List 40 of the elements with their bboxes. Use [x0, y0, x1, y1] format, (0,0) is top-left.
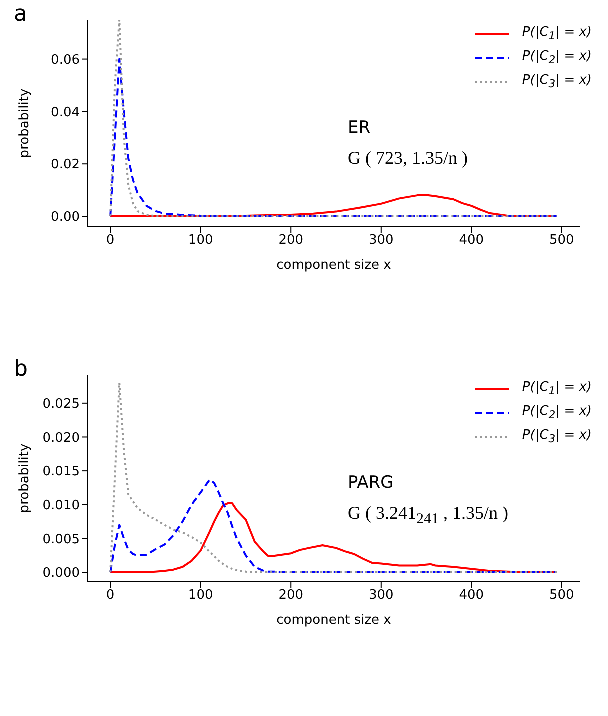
y-tick-label: 0.000 — [42, 566, 80, 582]
legend-label: P(|C$_{1}$| = x) — [522, 25, 592, 43]
legend-label: P(|C$_{3}$| = x) — [522, 428, 592, 446]
chart-title: b — [14, 357, 28, 382]
x-axis-title: component size x — [276, 258, 392, 273]
y-tick-label: 0.025 — [42, 397, 80, 412]
y-axis-title: probability — [18, 88, 33, 158]
annotation: G ( 723, 1.35/n ) — [348, 148, 468, 169]
x-tick-label: 100 — [188, 588, 214, 604]
x-tick-label: 500 — [550, 588, 574, 604]
y-tick-label: 0.06 — [51, 52, 80, 68]
x-tick-label: 300 — [368, 233, 394, 248]
y-tick-label: 0.005 — [42, 532, 80, 548]
legend-label: P(|C$_{3}$| = x) — [522, 73, 592, 91]
y-tick-label: 0.04 — [51, 105, 80, 120]
x-tick-label: 200 — [278, 588, 304, 604]
chart-title: a — [14, 2, 28, 27]
x-tick-label: 500 — [550, 233, 574, 248]
x-tick-label: 100 — [188, 233, 214, 248]
x-tick-label: 400 — [459, 233, 484, 248]
x-axis-title: component size x — [276, 613, 392, 628]
annotation: G ( 3.241$_{241}$ , 1.35/n ) — [348, 503, 508, 529]
legend-label: P(|C$_{2}$| = x) — [522, 49, 592, 67]
y-tick-label: 0.02 — [51, 158, 80, 173]
annotation: ER — [348, 118, 371, 138]
legend-label: P(|C$_{1}$| = x) — [522, 380, 592, 398]
y-tick-label: 0.010 — [42, 498, 80, 514]
x-tick-label: 0 — [106, 233, 115, 248]
line-series — [110, 20, 558, 218]
x-tick-label: 300 — [368, 588, 394, 604]
x-tick-label: 200 — [278, 233, 304, 248]
y-tick-label: 0.020 — [42, 430, 80, 446]
legend-label: P(|C$_{2}$| = x) — [522, 404, 592, 422]
y-tick-label: 0.015 — [42, 464, 80, 480]
y-tick-label: 0.00 — [51, 210, 80, 226]
annotation: PARG — [348, 473, 394, 493]
y-axis-title: probability — [18, 444, 33, 514]
line-series — [110, 382, 558, 574]
x-tick-label: 400 — [459, 588, 484, 604]
x-tick-label: 0 — [106, 588, 115, 604]
